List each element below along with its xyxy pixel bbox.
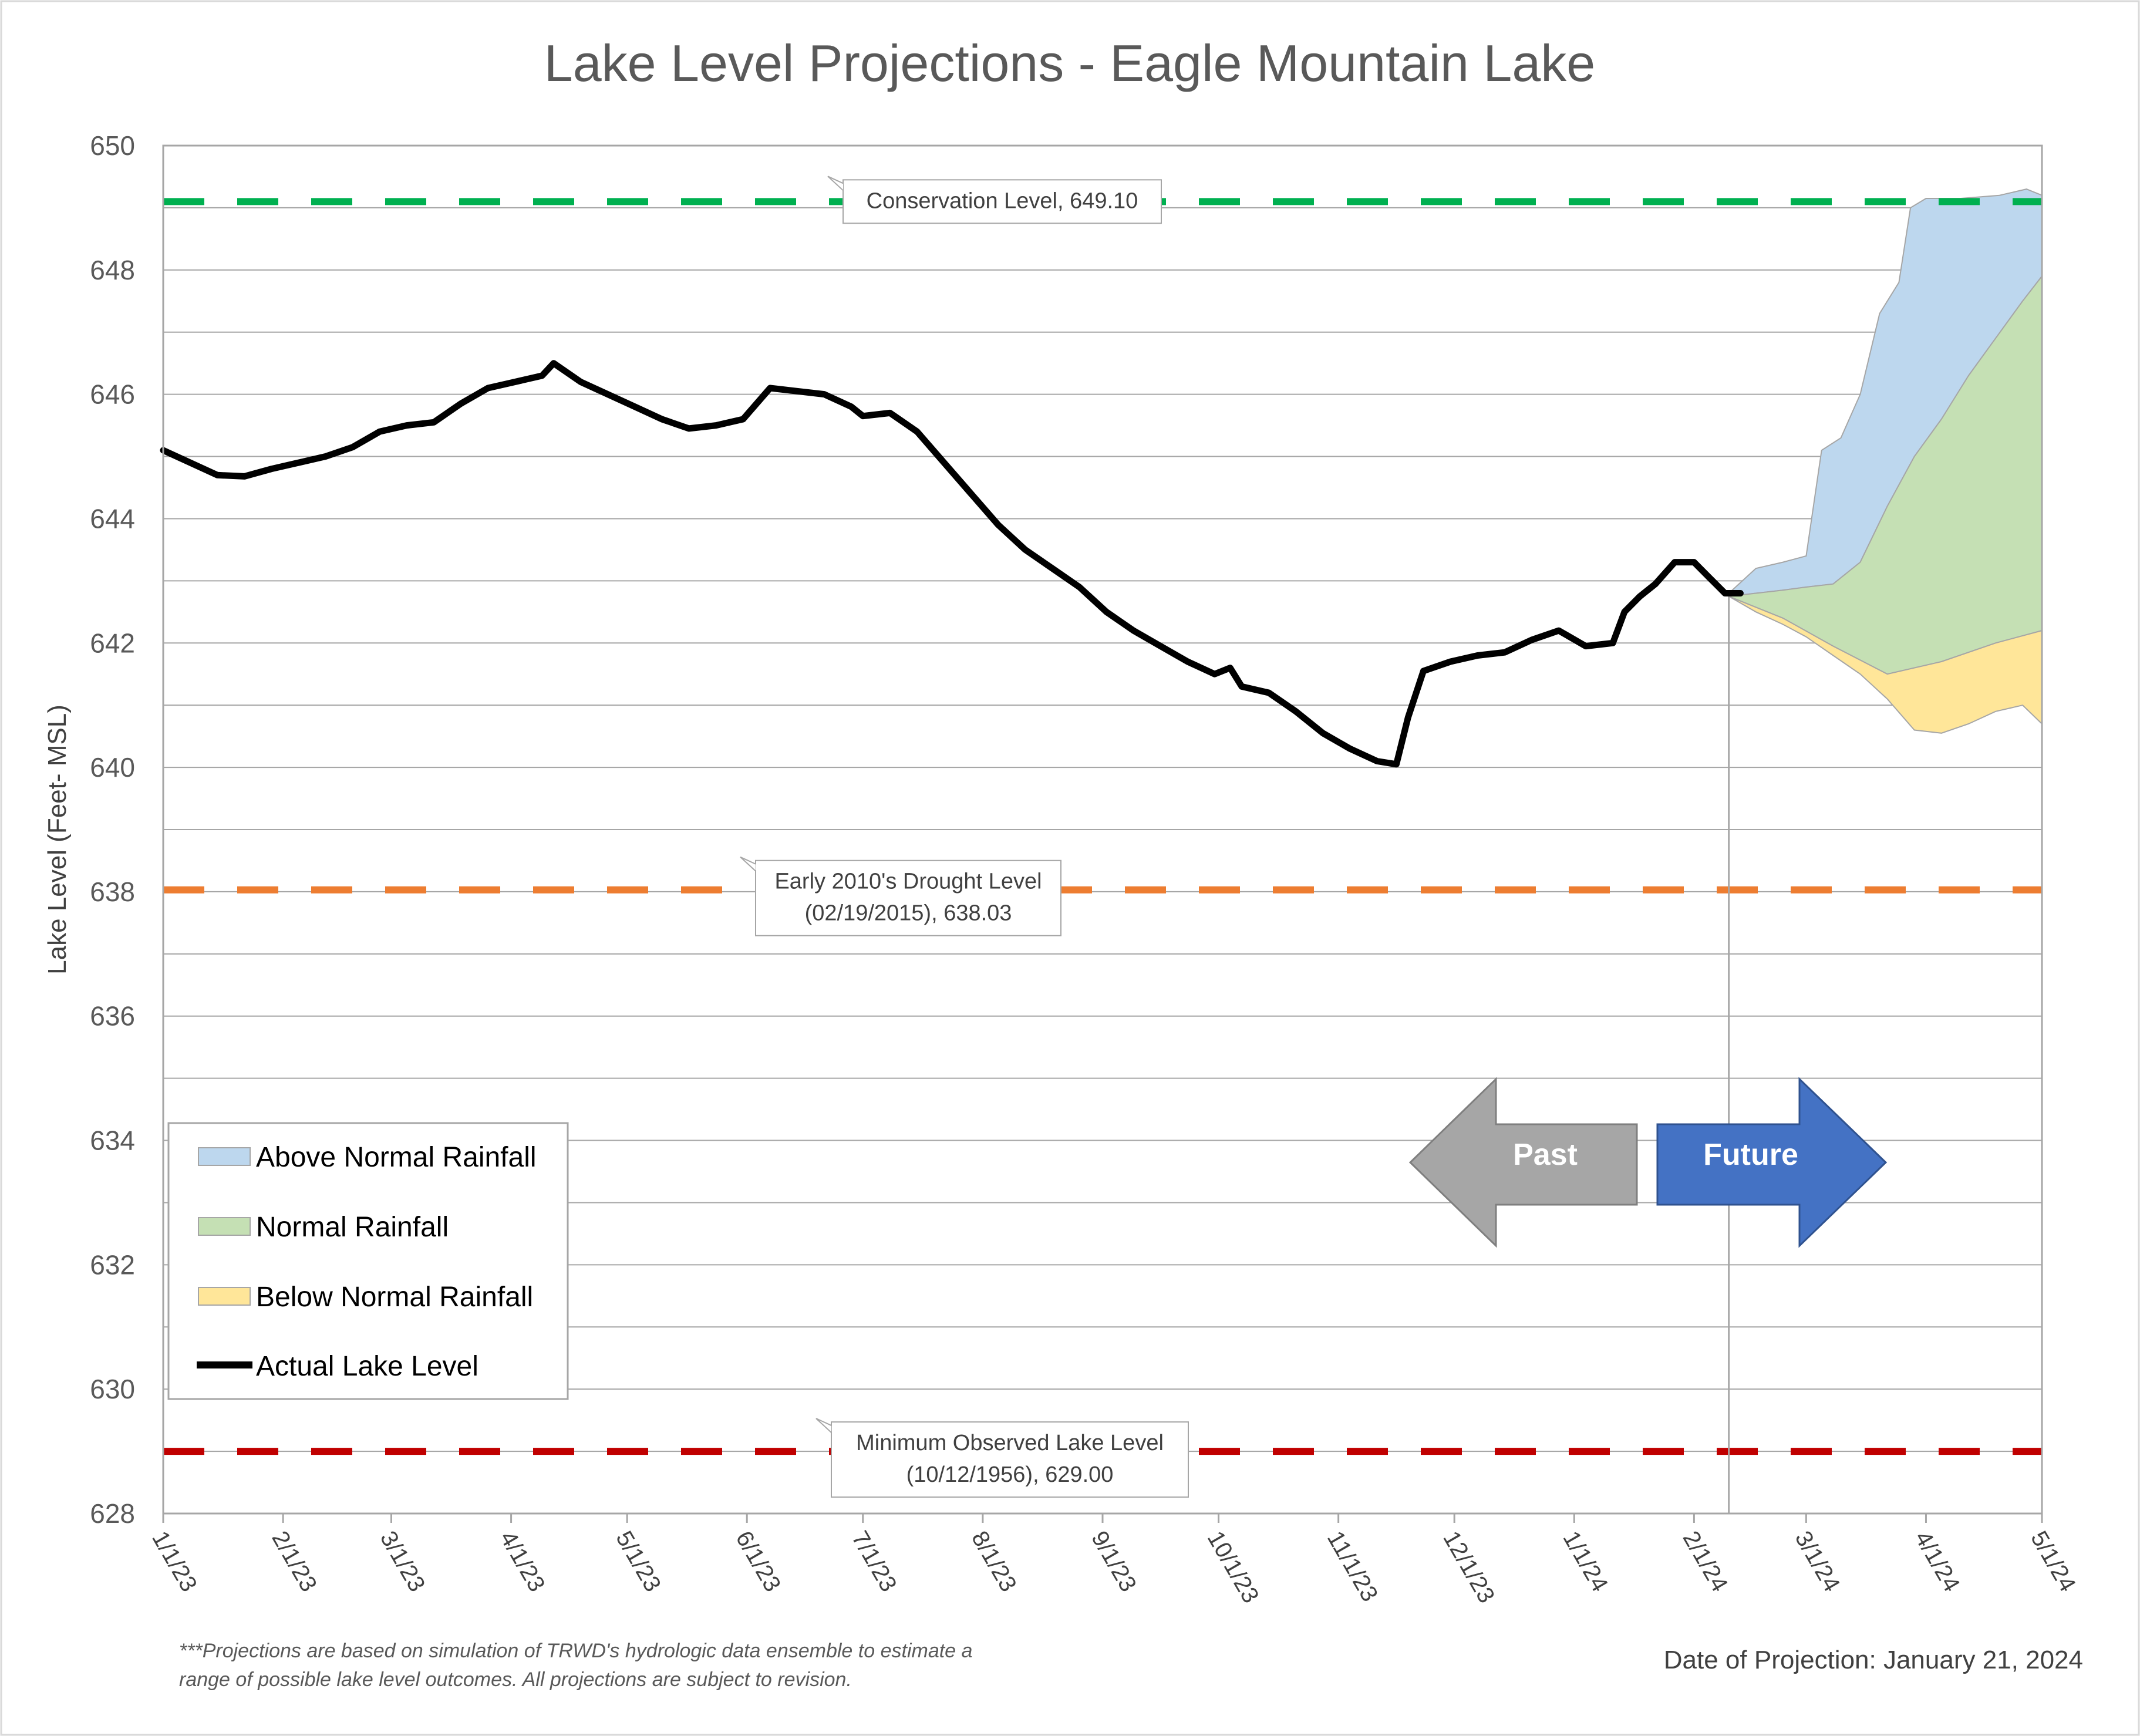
legend-swatch-below — [198, 1287, 251, 1306]
legend-swatch-above — [198, 1147, 251, 1166]
callout-box — [842, 179, 1162, 224]
past-label: Past — [1513, 1138, 1578, 1172]
footnote-line-1: ***Projections are based on simulation o… — [179, 1640, 972, 1662]
y-axis-ticks: 628 630 632 634 636 638 640 642 644 646 648 650 — [90, 130, 135, 1529]
callout-text: Minimum Observed Lake Level — [856, 1431, 1164, 1455]
legend-box — [167, 1122, 569, 1400]
legend: Above Normal Rainfall Normal Rainfall Be… — [167, 1122, 569, 1400]
callout-conservation: Conservation Level, 649.10 — [827, 176, 1162, 224]
future-label: Future — [1703, 1138, 1798, 1172]
callout-pointer — [827, 176, 844, 191]
y-axis-label: Lake Level (Feet- MSL) — [43, 704, 72, 975]
legend-swatch-normal — [198, 1217, 251, 1236]
y-tick-label: 628 — [90, 1498, 135, 1529]
callout-box — [831, 1421, 1189, 1498]
chart-title: Lake Level Projections - Eagle Mountain … — [544, 34, 1595, 92]
y-tick-label: 644 — [90, 503, 135, 534]
y-tick-label: 648 — [90, 255, 135, 285]
y-tick-label: 642 — [90, 628, 135, 658]
legend-label-actual: Actual Lake Level — [256, 1351, 478, 1382]
callout-text: (10/12/1956), 629.00 — [906, 1462, 1114, 1487]
callout-pointer — [815, 1418, 832, 1433]
y-tick-label: 650 — [90, 130, 135, 161]
legend-label-normal: Normal Rainfall — [256, 1212, 449, 1243]
footnote-line-2: range of possible lake level outcomes. A… — [179, 1668, 852, 1691]
callout-drought: Early 2010's Drought Level (02/19/2015), … — [740, 856, 1061, 936]
callout-pointer — [740, 856, 756, 872]
callout-text: Early 2010's Drought Level — [774, 869, 1042, 894]
actual-level-series — [160, 360, 1744, 768]
legend-label-below: Below Normal Rainfall — [256, 1282, 533, 1313]
actual-level-line — [160, 360, 1744, 768]
y-tick-label: 636 — [90, 1001, 135, 1032]
reference-callouts: Conservation Level, 649.10 Early 2010's D… — [740, 176, 1189, 1498]
y-tick-label: 638 — [90, 877, 135, 907]
y-tick-label: 634 — [90, 1125, 135, 1156]
past-arrow: Past — [1408, 1077, 1638, 1248]
callout-text: Conservation Level, 649.10 — [867, 188, 1138, 213]
callout-text: (02/19/2015), 638.03 — [805, 901, 1012, 926]
callout-minimum: Minimum Observed Lake Level (10/12/1956),… — [815, 1418, 1189, 1498]
y-tick-label: 632 — [90, 1249, 135, 1280]
legend-label-above: Above Normal Rainfall — [256, 1142, 537, 1173]
area-below-normal — [1728, 595, 2043, 734]
y-tick-label: 640 — [90, 752, 135, 783]
projection-date-label: Date of Projection: January 21, 2024 — [1664, 1646, 2083, 1674]
callout-box — [755, 859, 1061, 936]
future-arrow: Future — [1656, 1077, 1888, 1248]
y-tick-label: 646 — [90, 379, 135, 410]
y-tick-label: 630 — [90, 1374, 135, 1404]
